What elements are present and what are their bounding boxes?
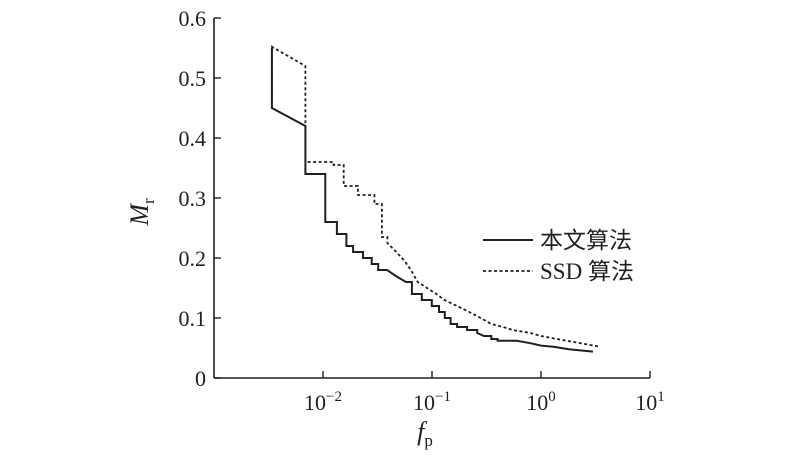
x-tick-exponent: −2: [326, 389, 342, 405]
y-tick-label: 0.4: [179, 126, 207, 151]
x-tick-exponent: 0: [548, 389, 556, 405]
x-tick-exponent: 1: [657, 389, 665, 405]
series-line-proposed: [270, 48, 594, 353]
series-line-ssd: [270, 45, 601, 348]
y-axis-title: Mr: [125, 198, 158, 227]
x-tick-base: 10: [635, 390, 657, 415]
x-tick-exponent: −1: [435, 389, 451, 405]
x-tick-label: 100: [526, 389, 556, 415]
x-axis-title: fp: [417, 417, 433, 450]
legend-label-dashed: SSD 算法: [540, 259, 634, 284]
y-tick-label: 0.5: [179, 66, 207, 91]
x-tick-base: 10: [304, 390, 326, 415]
series-layer: [270, 45, 601, 353]
y-tick-label: 0.1: [179, 306, 207, 331]
x-tick-label: 101: [635, 389, 665, 415]
x-axis-ticks: 10−2 10−1 100 101: [304, 371, 665, 415]
x-tick-label: 10−2: [304, 389, 342, 415]
y-tick-label: 0.6: [179, 6, 207, 31]
plot-area: 00.10.20.30.40.50.6 10−2 10−1 100 101: [179, 6, 665, 415]
x-tick-base: 10: [526, 390, 548, 415]
y-axis-title-sub: r: [139, 198, 158, 204]
x-axis-title-sub: p: [424, 431, 433, 450]
y-tick-label: 0: [195, 366, 206, 391]
x-tick-base: 10: [413, 390, 435, 415]
y-tick-label: 0.2: [179, 246, 207, 271]
y-axis-title-main: M: [125, 203, 154, 227]
y-tick-label: 0.3: [179, 186, 207, 211]
x-tick-label: 10−1: [413, 389, 451, 415]
y-axis-ticks: 0 0.1 0.2 0.3 0.4 0.5 0.6: [179, 6, 221, 391]
legend: 本文算法 SSD 算法: [483, 228, 634, 284]
legend-label-solid: 本文算法: [540, 228, 632, 253]
x-axis-title-main: f: [417, 417, 428, 446]
